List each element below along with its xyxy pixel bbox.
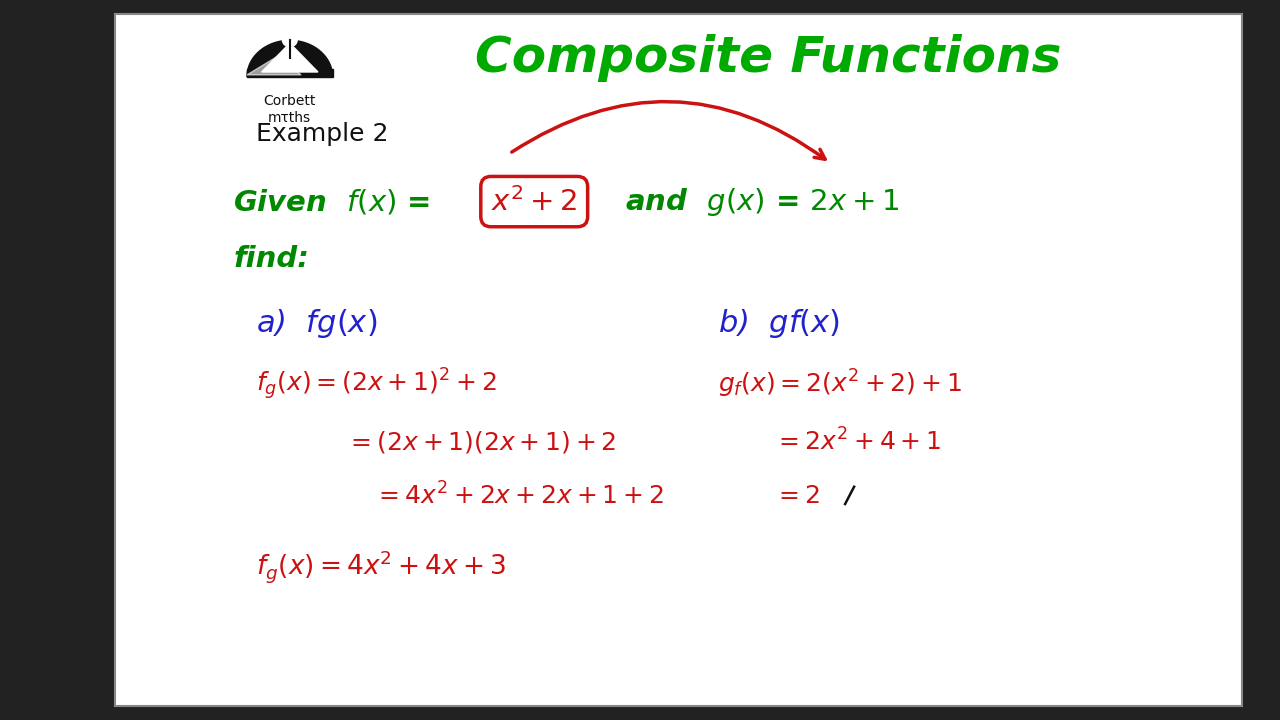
- Text: b)  $gf(x)$: b) $gf(x)$: [718, 307, 840, 340]
- Polygon shape: [247, 69, 333, 77]
- Text: Given  $f(x)$ =: Given $f(x)$ =: [233, 187, 434, 216]
- Text: $f_g(x) = 4x^2 + 4x + 3$: $f_g(x) = 4x^2 + 4x + 3$: [256, 548, 506, 585]
- Text: Example 2: Example 2: [256, 122, 389, 146]
- Text: $= 4x^2 + 2x + 2x + 1 + 2$: $= 4x^2 + 2x + 2x + 1 + 2$: [374, 482, 664, 510]
- Polygon shape: [247, 40, 333, 77]
- Circle shape: [283, 34, 297, 47]
- Polygon shape: [261, 43, 317, 72]
- Text: Composite Functions: Composite Functions: [475, 34, 1061, 81]
- Text: Corbett
mτths: Corbett mτths: [264, 94, 316, 125]
- Text: $= 2x^2 + 4 + 1$: $= 2x^2 + 4 + 1$: [774, 428, 941, 455]
- Text: $= (2x+1)(2x+1) + 2$: $= (2x+1)(2x+1) + 2$: [346, 428, 617, 454]
- Text: find:: find:: [233, 246, 310, 273]
- Text: a)  $fg(x)$: a) $fg(x)$: [256, 307, 378, 340]
- Text: $x^2 + 2$: $x^2 + 2$: [492, 186, 577, 217]
- Text: $= 2$: $= 2$: [774, 485, 820, 508]
- Polygon shape: [247, 55, 301, 75]
- Text: $g_f(x) = 2(x^2+2) + 1$: $g_f(x) = 2(x^2+2) + 1$: [718, 368, 961, 400]
- Text: $f_g(x) = (2x+1)^2 + 2$: $f_g(x) = (2x+1)^2 + 2$: [256, 366, 497, 402]
- Text: and  $g(x)$ = $2x + 1$: and $g(x)$ = $2x + 1$: [605, 186, 900, 217]
